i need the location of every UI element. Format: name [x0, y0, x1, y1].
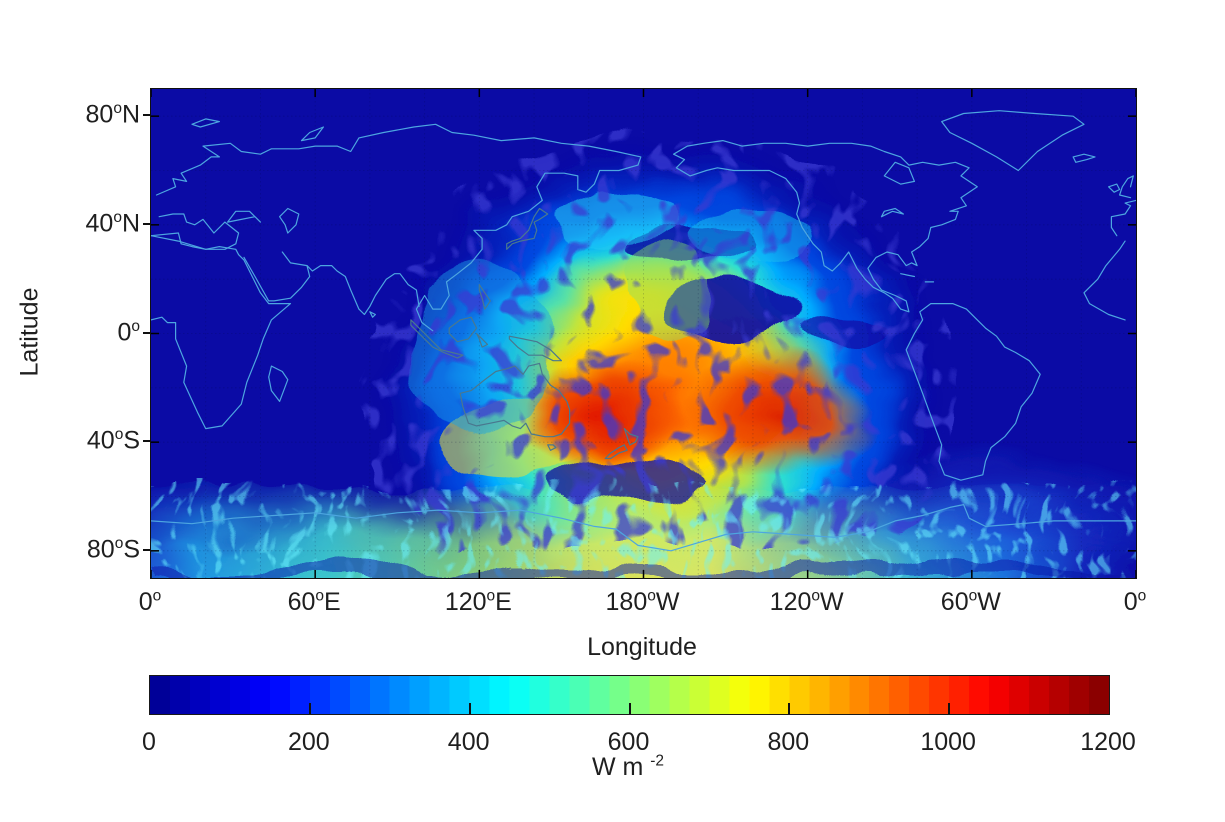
colorbar-tick-mark [628, 703, 631, 714]
coastline-path [155, 123, 1136, 332]
colorbar-tick-label: 200 [287, 728, 330, 756]
colorbar-tick-mark [308, 703, 311, 714]
colorbar-tick-label: 800 [767, 728, 810, 756]
y-tick-label: 80oS [86, 535, 140, 564]
colorbar-tick-mark [788, 703, 791, 714]
colorbar-tick-label: 600 [607, 728, 650, 756]
coastline-path [268, 365, 289, 402]
coastline-path-bright-zone [506, 207, 549, 250]
coastline-path [151, 232, 1126, 430]
y-tick-label: 40oS [86, 426, 140, 455]
x-tick-label: 180oW [605, 587, 680, 616]
coastline-path-bright-zone [623, 428, 639, 446]
colorbar-tick-label: 1000 [920, 728, 976, 756]
coastline-path [905, 303, 1041, 481]
coastline-path [1072, 153, 1096, 163]
y-axis-title: Latitude [15, 287, 44, 377]
graticule-grid [151, 89, 1136, 578]
coastline-path-bright-zone [508, 335, 562, 362]
unit-base: W m [591, 753, 644, 781]
coastline-path [1119, 175, 1134, 199]
x-tick-label: 0o [138, 587, 162, 616]
coastlines [151, 110, 1136, 552]
colorbar-tick-mark [948, 703, 951, 714]
colorbar-tick-mark [468, 703, 471, 714]
colorbar [149, 675, 1110, 715]
colorbar-tick-label: 0 [142, 728, 156, 756]
axis-tick-marks [151, 89, 1136, 578]
coastline-path-bright-zone [459, 362, 571, 438]
y-axis-tick-mark [143, 222, 150, 225]
coastline-path [900, 273, 915, 278]
coastline-path-bright-zone [478, 284, 491, 310]
coastline-path [300, 126, 324, 142]
y-tick-label: 0o [117, 317, 140, 346]
x-tick-label: 60oW [940, 587, 1001, 616]
coastline-path [243, 256, 311, 302]
coastline-path [151, 504, 1136, 552]
coastline-path-bright-zone [410, 319, 464, 359]
colorbar-unit-label: W m -2 [592, 753, 664, 782]
coastline-path [941, 110, 1085, 172]
antarctic-speckle [151, 494, 1136, 578]
coastline-path [883, 161, 915, 185]
coastline-path-bright-zone [448, 316, 478, 343]
map-plot-area [150, 88, 1137, 579]
coastline-path [673, 140, 978, 313]
x-tick-label: 0o [1123, 587, 1147, 616]
x-axis-title: Longitude [587, 633, 697, 661]
coastline-path-bright-zone [476, 332, 489, 348]
x-tick-label: 120oE [444, 587, 512, 616]
coastline-path [369, 311, 376, 318]
coastline-path [191, 118, 220, 128]
y-axis-tick-mark [143, 440, 150, 443]
coastline-path [281, 251, 420, 316]
y-tick-label: 40oN [85, 209, 141, 238]
y-tick-label: 80oN [85, 100, 141, 129]
cloud-gap-speckle [360, 149, 960, 509]
unit-exponent: -2 [650, 752, 665, 770]
coastline-path [227, 210, 261, 223]
coastline-path [279, 207, 300, 234]
coastline-path-bright-zone [547, 444, 557, 451]
y-axis-tick-mark [143, 114, 150, 117]
colorbar-tick-label: 1200 [1080, 728, 1136, 756]
x-tick-label: 60oE [287, 587, 341, 616]
x-tick-label: 120oW [769, 587, 844, 616]
coastline-path [1108, 183, 1121, 193]
y-axis-tick-mark [143, 331, 150, 334]
y-axis-tick-mark [143, 548, 150, 551]
colorbar-tick-label: 400 [447, 728, 490, 756]
coastline-path-bright-zone [604, 444, 628, 460]
coastline-path [880, 207, 904, 218]
radiation-heatmap [151, 89, 1136, 578]
